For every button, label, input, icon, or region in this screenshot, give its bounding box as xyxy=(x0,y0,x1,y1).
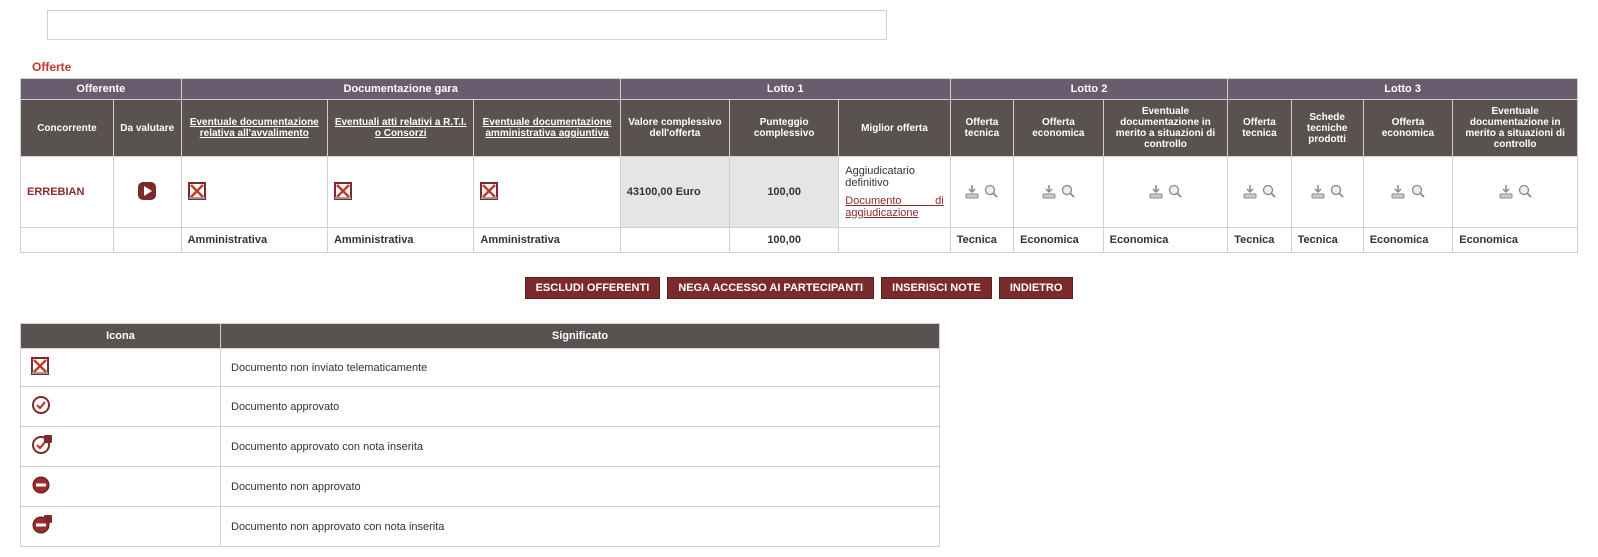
download-icon[interactable] xyxy=(1148,183,1164,202)
download-icon[interactable] xyxy=(964,183,980,202)
legend-text-0: Documento non inviato telematicamente xyxy=(221,349,940,387)
foot-eco-l3b: Economica xyxy=(1453,228,1578,253)
header-offerente: Offerente xyxy=(21,79,182,100)
foot-eco-l3: Economica xyxy=(1363,228,1453,253)
foot-amm1: Amministrativa xyxy=(181,228,327,253)
sub-davalutare: Da valutare xyxy=(113,100,181,157)
sub-offtec-l2: Offerta tecnica xyxy=(950,100,1013,157)
foot-tec-l3b: Tecnica xyxy=(1291,228,1363,253)
rejected-icon xyxy=(31,475,51,498)
legend-text-4: Documento non approvato con nota inserit… xyxy=(221,507,940,547)
legend-table: Icona Significato Documento non inviato … xyxy=(20,323,940,547)
sub-offeco-l2: Offerta economica xyxy=(1014,100,1104,157)
indietro-button[interactable]: INDIETRO xyxy=(999,277,1074,299)
inserisci-note-button[interactable]: INSERISCI NOTE xyxy=(881,277,992,299)
approved-note-icon xyxy=(31,435,53,458)
foot-eco-l2: Economica xyxy=(1014,228,1104,253)
header-docgara: Documentazione gara xyxy=(181,79,620,100)
magnify-icon[interactable] xyxy=(1410,183,1426,202)
cell-punteggio: 100,00 xyxy=(730,157,839,228)
sub-eventdoc-l2: Eventuale documentazione in merito a sit… xyxy=(1103,100,1228,157)
foot-eco-l2b: Economica xyxy=(1103,228,1228,253)
download-icon[interactable] xyxy=(1310,183,1326,202)
sub-concorrente: Concorrente xyxy=(21,100,114,157)
section-title: Offerte xyxy=(32,60,1578,74)
sub-valore: Valore complessivo dell'offerta xyxy=(620,100,729,157)
sub-punteggio: Punteggio complessivo xyxy=(730,100,839,157)
foot-tec-l2: Tecnica xyxy=(950,228,1013,253)
magnify-icon[interactable] xyxy=(1329,183,1345,202)
doc-missing-icon[interactable] xyxy=(334,182,352,203)
sub-miglior: Miglior offerta xyxy=(839,100,950,157)
header-lotto1: Lotto 1 xyxy=(620,79,950,100)
magnify-icon[interactable] xyxy=(1167,183,1183,202)
empty-top-strip xyxy=(47,10,887,40)
legend-header-icon: Icona xyxy=(21,324,221,349)
status-doc-link[interactable]: Documento di aggiudicazione xyxy=(845,195,943,219)
download-icon[interactable] xyxy=(1390,183,1406,202)
sub-schede-l3: Schede tecniche prodotti xyxy=(1291,100,1363,157)
table-footer-row: Amministrativa Amministrativa Amministra… xyxy=(21,228,1578,253)
foot-amm2: Amministrativa xyxy=(327,228,473,253)
play-icon[interactable] xyxy=(137,181,157,204)
button-row: ESCLUDI OFFERENTI NEGA ACCESSO AI PARTEC… xyxy=(20,277,1578,299)
sub-eventdoc-l3: Eventuale documentazione in merito a sit… xyxy=(1453,100,1578,157)
doc-missing-icon xyxy=(31,357,49,378)
foot-amm3: Amministrativa xyxy=(474,228,620,253)
sub-doc2[interactable]: Eventuali atti relativi a R.T.I. o Conso… xyxy=(327,100,473,157)
sub-doc3[interactable]: Eventuale documentazione amministrativa … xyxy=(474,100,620,157)
offers-table: Offerente Documentazione gara Lotto 1 Lo… xyxy=(20,78,1578,253)
cell-valore: 43100,00 Euro xyxy=(620,157,729,228)
legend-text-1: Documento approvato xyxy=(221,387,940,427)
nega-accesso-button[interactable]: NEGA ACCESSO AI PARTECIPANTI xyxy=(667,277,874,299)
concorrente-link[interactable]: ERREBIAN xyxy=(27,186,84,198)
foot-punt: 100,00 xyxy=(730,228,839,253)
status-block: Aggiudicatario definitivo Documento di a… xyxy=(845,165,943,219)
status-line1: Aggiudicatario definitivo xyxy=(845,165,943,189)
magnify-icon[interactable] xyxy=(1517,183,1533,202)
foot-tec-l3: Tecnica xyxy=(1228,228,1291,253)
legend-text-2: Documento approvato con nota inserita xyxy=(221,427,940,467)
magnify-icon[interactable] xyxy=(1261,183,1277,202)
legend-text-3: Documento non approvato xyxy=(221,467,940,507)
sub-offtec-l3: Offerta tecnica xyxy=(1228,100,1291,157)
doc-missing-icon[interactable] xyxy=(480,182,498,203)
header-lotto2: Lotto 2 xyxy=(950,79,1228,100)
escludi-button[interactable]: ESCLUDI OFFERENTI xyxy=(525,277,661,299)
legend-header-sig: Significato xyxy=(221,324,940,349)
approved-icon xyxy=(31,395,51,418)
download-icon[interactable] xyxy=(1041,183,1057,202)
table-row: ERREBIAN 43100,00 Euro xyxy=(21,157,1578,228)
download-icon[interactable] xyxy=(1498,183,1514,202)
magnify-icon[interactable] xyxy=(983,183,999,202)
download-icon[interactable] xyxy=(1242,183,1258,202)
sub-offeco-l3: Offerta economica xyxy=(1363,100,1453,157)
sub-doc1[interactable]: Eventuale documentazione relativa all'av… xyxy=(181,100,327,157)
doc-missing-icon[interactable] xyxy=(188,182,206,203)
rejected-note-icon xyxy=(31,515,53,538)
magnify-icon[interactable] xyxy=(1060,183,1076,202)
header-lotto3: Lotto 3 xyxy=(1228,79,1578,100)
